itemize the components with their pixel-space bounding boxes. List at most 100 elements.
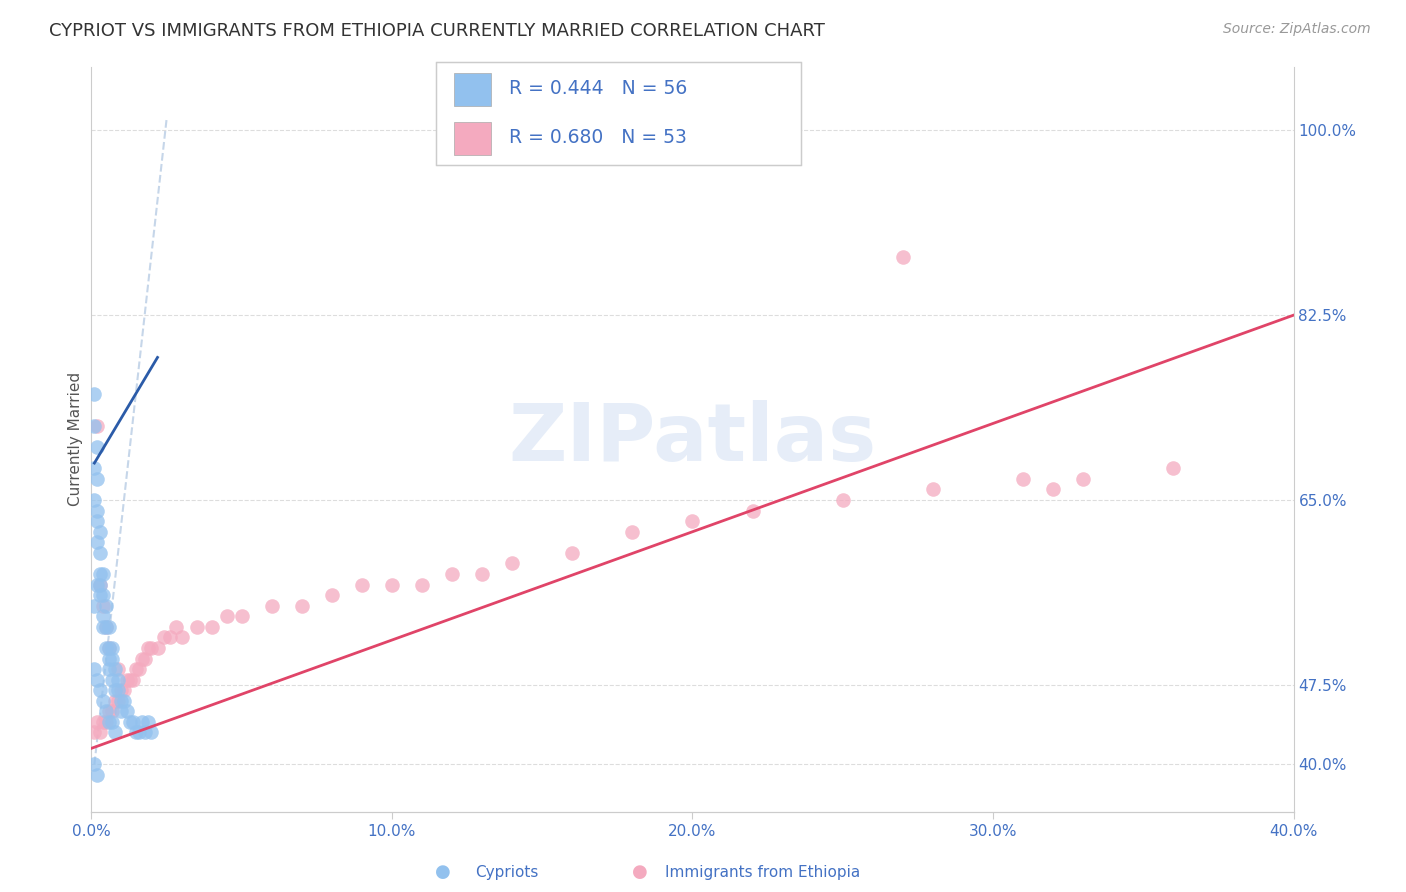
Point [128, 662, 150, 676]
Point [98, 714, 121, 729]
Point [215, 609, 238, 624]
Point [86, 714, 108, 729]
Point [201, 620, 224, 634]
Point [141, 640, 163, 655]
Point [165, 620, 187, 634]
Point [86, 419, 108, 434]
Point [260, 599, 283, 613]
Point [89, 683, 111, 698]
Point [101, 714, 124, 729]
Point [107, 683, 129, 698]
Point [1071, 472, 1094, 486]
Point [411, 577, 433, 591]
Point [561, 546, 583, 560]
Point [125, 725, 148, 739]
Point [104, 662, 127, 676]
Point [125, 662, 148, 676]
Point [98, 662, 121, 676]
Text: R = 0.680   N = 53: R = 0.680 N = 53 [509, 128, 688, 147]
Text: Immigrants from Ethiopia: Immigrants from Ethiopia [665, 865, 860, 880]
Point [159, 631, 181, 645]
Point [86, 577, 108, 591]
Point [83, 725, 105, 739]
Point [501, 557, 523, 571]
Point [86, 472, 108, 486]
Point [101, 640, 124, 655]
Point [131, 714, 153, 729]
Text: Cypriots: Cypriots [475, 865, 538, 880]
Y-axis label: Currently Married: Currently Married [67, 372, 83, 507]
Point [86, 503, 108, 517]
Point [96, 640, 118, 655]
Point [86, 514, 108, 528]
Point [89, 524, 111, 539]
Point [89, 546, 111, 560]
Point [621, 524, 644, 539]
Point [922, 483, 945, 497]
Point [96, 620, 118, 634]
Point [107, 694, 129, 708]
Point [170, 631, 193, 645]
Point [104, 725, 127, 739]
Point [83, 493, 105, 508]
Point [98, 640, 121, 655]
Point [291, 599, 314, 613]
Point [86, 673, 108, 687]
Point [89, 577, 111, 591]
Point [96, 620, 118, 634]
Text: ●: ● [631, 863, 648, 881]
Bar [454, 122, 491, 155]
Point [138, 640, 160, 655]
Point [98, 640, 121, 655]
Point [134, 651, 156, 665]
Point [891, 250, 914, 264]
Point [120, 673, 142, 687]
Point [98, 620, 121, 634]
Point [89, 588, 111, 602]
Point [186, 620, 208, 634]
Text: CYPRIOT VS IMMIGRANTS FROM ETHIOPIA CURRENTLY MARRIED CORRELATION CHART: CYPRIOT VS IMMIGRANTS FROM ETHIOPIA CURR… [49, 22, 825, 40]
Point [122, 673, 145, 687]
Point [440, 567, 463, 582]
Point [152, 631, 174, 645]
Point [107, 673, 129, 687]
Point [110, 694, 132, 708]
Point [381, 577, 404, 591]
Point [110, 704, 132, 718]
Point [83, 419, 105, 434]
Point [89, 577, 111, 591]
Point [93, 588, 115, 602]
Point [98, 651, 121, 665]
Point [231, 609, 253, 624]
Point [101, 704, 124, 718]
Point [146, 640, 169, 655]
Point [86, 768, 108, 782]
Point [134, 725, 156, 739]
Point [98, 704, 121, 718]
Point [138, 714, 160, 729]
Point [471, 567, 494, 582]
Point [107, 662, 129, 676]
Point [93, 714, 115, 729]
Point [120, 714, 142, 729]
Point [96, 704, 118, 718]
Point [681, 514, 703, 528]
Point [122, 714, 145, 729]
Text: R = 0.444   N = 56: R = 0.444 N = 56 [509, 79, 688, 98]
Point [83, 461, 105, 475]
Text: ZIPatlas: ZIPatlas [509, 401, 876, 478]
Point [93, 609, 115, 624]
Point [117, 704, 139, 718]
Point [93, 599, 115, 613]
Point [96, 599, 118, 613]
Point [104, 694, 127, 708]
Point [117, 673, 139, 687]
Point [96, 714, 118, 729]
Point [141, 725, 163, 739]
Point [101, 651, 124, 665]
Point [1042, 483, 1064, 497]
Point [741, 503, 763, 517]
Point [321, 588, 343, 602]
Point [1012, 472, 1035, 486]
Point [93, 567, 115, 582]
